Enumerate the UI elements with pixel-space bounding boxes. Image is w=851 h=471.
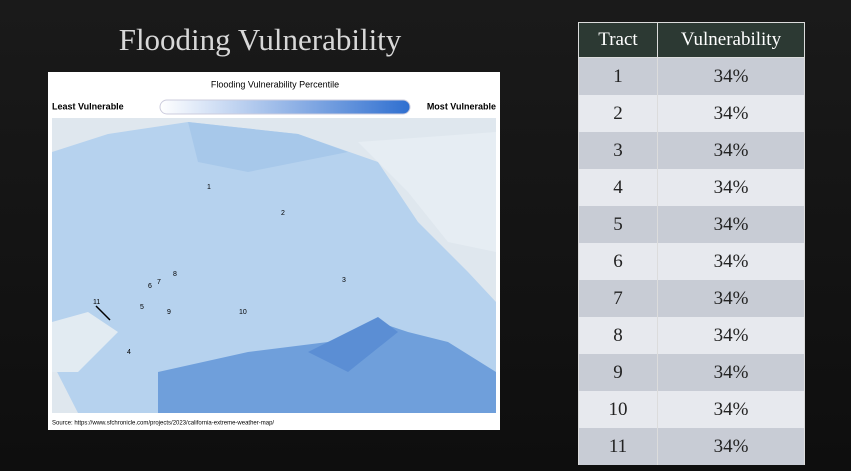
table-cell: 9 <box>578 354 658 391</box>
table-cell: 34% <box>657 206 805 243</box>
table-cell: 34% <box>657 95 805 132</box>
tract-label: 2 <box>281 210 285 217</box>
table-cell: 34% <box>657 243 805 280</box>
pointer-arrow <box>95 305 111 321</box>
table-cell: 34% <box>657 317 805 354</box>
tract-label: 6 <box>148 283 152 290</box>
tract-label: 3 <box>342 277 346 284</box>
table-row: 9 34% <box>578 354 805 391</box>
table-cell: 34% <box>657 354 805 391</box>
tract-label: 9 <box>167 309 171 316</box>
table-row: 3 34% <box>578 132 805 169</box>
table-cell: 3 <box>578 132 658 169</box>
table-cell: 7 <box>578 280 658 317</box>
tract-label: 10 <box>239 309 247 316</box>
table-row: 1 34% <box>578 57 805 95</box>
table-row: 2 34% <box>578 95 805 132</box>
table-cell: 34% <box>657 391 805 428</box>
legend-bar <box>159 99 411 115</box>
table-cell: 34% <box>657 169 805 206</box>
table-row: 7 34% <box>578 280 805 317</box>
table-row: 5 34% <box>578 206 805 243</box>
table-header: Tract Vulnerability <box>578 22 805 58</box>
table-cell: 34% <box>657 57 805 95</box>
table-row: 11 34% <box>578 428 805 465</box>
header-cell: Tract <box>578 22 658 58</box>
table-cell: 8 <box>578 317 658 354</box>
table-row: 8 34% <box>578 317 805 354</box>
table-row: 4 34% <box>578 169 805 206</box>
table-cell: 1 <box>578 57 658 95</box>
tract-label: 8 <box>173 271 177 278</box>
tract-table: Tract Vulnerability 1 34% 2 34% 3 34% 4 34% 5 34%… <box>578 22 805 465</box>
table-cell: 5 <box>578 206 658 243</box>
table-cell: 34% <box>657 280 805 317</box>
map-area <box>52 118 496 413</box>
legend-low: Least Vulnerable <box>52 101 124 111</box>
table-cell: 2 <box>578 95 658 132</box>
table-cell: 6 <box>578 243 658 280</box>
map-panel: Flooding Vulnerability Percentile Least … <box>48 72 500 430</box>
table-cell: 34% <box>657 428 805 465</box>
table-row: 10 34% <box>578 391 805 428</box>
header-cell: Vulnerability <box>657 22 805 58</box>
table-cell: 34% <box>657 132 805 169</box>
legend-high: Most Vulnerable <box>427 101 496 111</box>
tract-label: 11 <box>93 299 100 306</box>
map: Flooding Vulnerability Percentile Least … <box>52 79 496 427</box>
table-cell: 11 <box>578 428 658 465</box>
tract-label: 4 <box>127 349 131 356</box>
table-row: 6 34% <box>578 243 805 280</box>
table-cell: 10 <box>578 391 658 428</box>
table-cell: 4 <box>578 169 658 206</box>
tract-label: 5 <box>140 304 144 311</box>
slide-title: Flooding Vulnerability <box>118 22 402 57</box>
tract-label: 7 <box>157 279 161 286</box>
legend-title: Flooding Vulnerability Percentile <box>211 79 339 89</box>
source-note: Source: https://www.sfchronicle.com/proj… <box>52 421 274 427</box>
tract-label: 1 <box>207 184 211 191</box>
